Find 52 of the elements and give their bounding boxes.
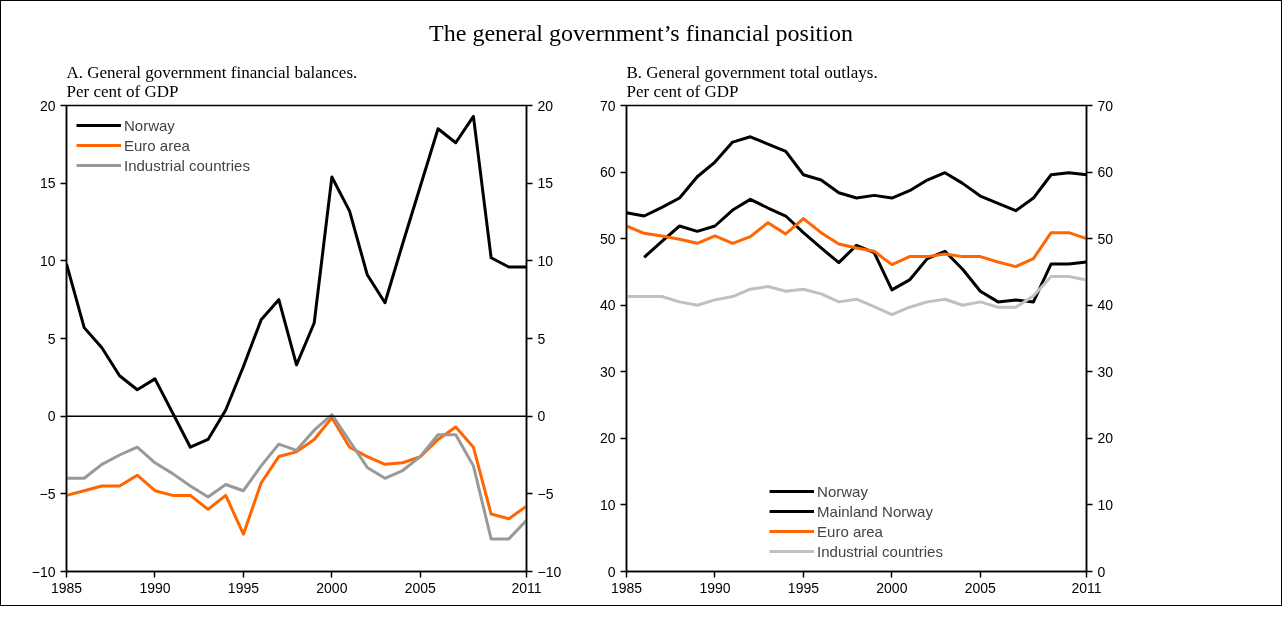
x-tick-label: 1995	[227, 579, 260, 596]
y-tick-label: −10	[31, 563, 56, 580]
x-tick-label: 2011	[511, 579, 542, 596]
y-tick-label: 60	[599, 164, 616, 181]
y-tick-label: 15	[39, 175, 56, 192]
legend-label: Norway	[124, 116, 175, 134]
legend-label: Euro area	[817, 522, 883, 540]
x-tick-label: 2000	[316, 579, 348, 596]
x-tick-label: 2000	[876, 579, 908, 596]
legend-label: Industrial countries	[124, 156, 250, 174]
y2-tick-label: 40	[1097, 297, 1114, 314]
y2-tick-label: 5	[537, 330, 546, 347]
x-tick-label: 2011	[1071, 579, 1102, 596]
y2-tick-label: 60	[1097, 164, 1114, 181]
text: The general government’s financial position	[429, 19, 853, 48]
y2-tick-label: 20	[1097, 430, 1114, 447]
chart-title: B. General government total outlays. Per cent of GDP	[626, 62, 878, 101]
x-tick-label: 1990	[139, 579, 171, 596]
x-tick-label: 1990	[699, 579, 731, 596]
y2-tick-label: 20	[537, 97, 554, 114]
y-tick-label: 70	[599, 97, 616, 114]
y-tick-label: 0	[607, 563, 616, 580]
y2-tick-label: 10	[537, 253, 554, 270]
y2-tick-label: 50	[1097, 230, 1114, 247]
x-tick-label: 2005	[964, 579, 997, 596]
y2-tick-label: 15	[537, 175, 554, 192]
y-tick-label: 0	[47, 408, 56, 425]
y-tick-label: −5	[39, 486, 56, 503]
y-tick-label: 10	[599, 497, 616, 514]
y-tick-label: 30	[599, 364, 616, 381]
legend-label: Norway	[817, 482, 868, 500]
y-tick-label: 20	[599, 430, 616, 447]
y2-tick-label: 0	[537, 408, 546, 425]
y2-tick-label: 0	[1097, 563, 1106, 580]
x-tick-label: 2005	[404, 579, 437, 596]
y2-tick-label: 30	[1097, 364, 1114, 381]
legend-label: Euro area	[124, 136, 190, 154]
y-tick-label: 20	[39, 97, 56, 114]
y-tick-label: 40	[599, 297, 616, 314]
y2-tick-label: −10	[537, 563, 562, 580]
legend-label: Mainland Norway	[817, 502, 933, 520]
y2-tick-label: −5	[537, 486, 554, 503]
legend-label: Industrial countries	[817, 542, 943, 560]
y-tick-label: 5	[47, 330, 56, 347]
y-tick-label: 10	[39, 253, 56, 270]
x-tick-label: 1985	[50, 579, 83, 596]
chart-title: A. General government financial balances. Per cent of GDP	[66, 62, 358, 101]
y2-tick-label: 70	[1097, 97, 1114, 114]
y-tick-label: 50	[599, 230, 616, 247]
y2-tick-label: 10	[1097, 497, 1114, 514]
x-tick-label: 1995	[787, 579, 820, 596]
x-tick-label: 1985	[610, 579, 643, 596]
